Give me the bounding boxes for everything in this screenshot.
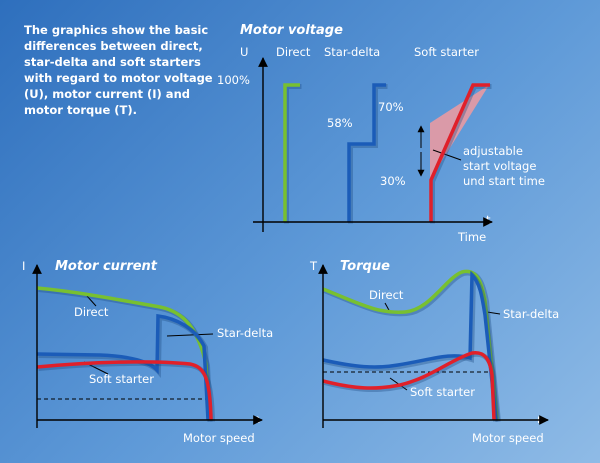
voltage-level-58: 58% xyxy=(327,116,353,130)
torque-direct-curve xyxy=(322,269,499,421)
torque-x-axis-label: n xyxy=(537,412,544,426)
soft-starter-adjustable-area xyxy=(430,85,489,180)
intro-text: The graphics show the basic differences … xyxy=(24,23,213,117)
current-x-axis-label: n xyxy=(253,412,260,426)
annotation-leader-line xyxy=(432,149,462,161)
torque-label-soft-starter: Soft starter xyxy=(410,385,475,399)
current-label-direct: Direct xyxy=(74,305,109,319)
voltage-annotation-line-1: adjustable xyxy=(463,144,523,158)
voltage-direct-curve xyxy=(283,83,300,222)
voltage-col-direct: Direct xyxy=(276,45,311,59)
torque-x-label: Motor speed xyxy=(472,431,544,445)
current-direct-curve xyxy=(36,286,211,421)
torque-star-delta-curve xyxy=(322,270,498,421)
voltage-title: Motor voltage xyxy=(240,23,343,38)
current-star-delta-curve xyxy=(36,314,210,421)
torque-label-star-delta: Star-delta xyxy=(503,307,559,321)
motor-current-diagram: Motor current I n Motor speed Direct Sta… xyxy=(22,259,273,445)
voltage-level-100: 100% xyxy=(217,73,250,87)
current-y-axis-label: I xyxy=(22,259,25,273)
torque-leader-star-delta xyxy=(486,311,501,315)
current-label-soft-starter: Soft starter xyxy=(89,372,154,386)
voltage-soft-starter-curve xyxy=(429,83,490,222)
voltage-x-label: Time xyxy=(457,230,486,244)
current-title: Motor current xyxy=(55,259,158,274)
current-leader-direct xyxy=(86,295,97,307)
voltage-annotation-line-2: start voltage xyxy=(463,159,536,173)
torque-diagram: Torque T n Motor speed Direct Star-delta… xyxy=(309,259,559,445)
voltage-y-axis-label: U xyxy=(240,45,248,59)
voltage-level-30: 30% xyxy=(380,174,406,188)
voltage-x-axis-label: t xyxy=(486,213,491,227)
current-leader-star-delta xyxy=(166,333,214,337)
voltage-col-soft-starter: Soft starter xyxy=(414,45,479,59)
torque-soft-starter-curve xyxy=(322,351,496,421)
voltage-col-star-delta: Star-delta xyxy=(324,45,380,59)
torque-label-direct: Direct xyxy=(369,288,404,302)
voltage-level-70: 70% xyxy=(378,100,404,114)
torque-y-axis-label: T xyxy=(309,259,318,273)
current-soft-starter-curve xyxy=(36,360,213,421)
voltage-star-delta-curve xyxy=(347,83,386,222)
current-x-label: Motor speed xyxy=(183,431,255,445)
motor-voltage-diagram: Motor voltage U Direct Star-delta Soft s… xyxy=(217,23,545,244)
voltage-annotation-line-3: und start time xyxy=(463,174,545,188)
torque-title: Torque xyxy=(340,259,390,274)
current-label-star-delta: Star-delta xyxy=(217,326,273,340)
